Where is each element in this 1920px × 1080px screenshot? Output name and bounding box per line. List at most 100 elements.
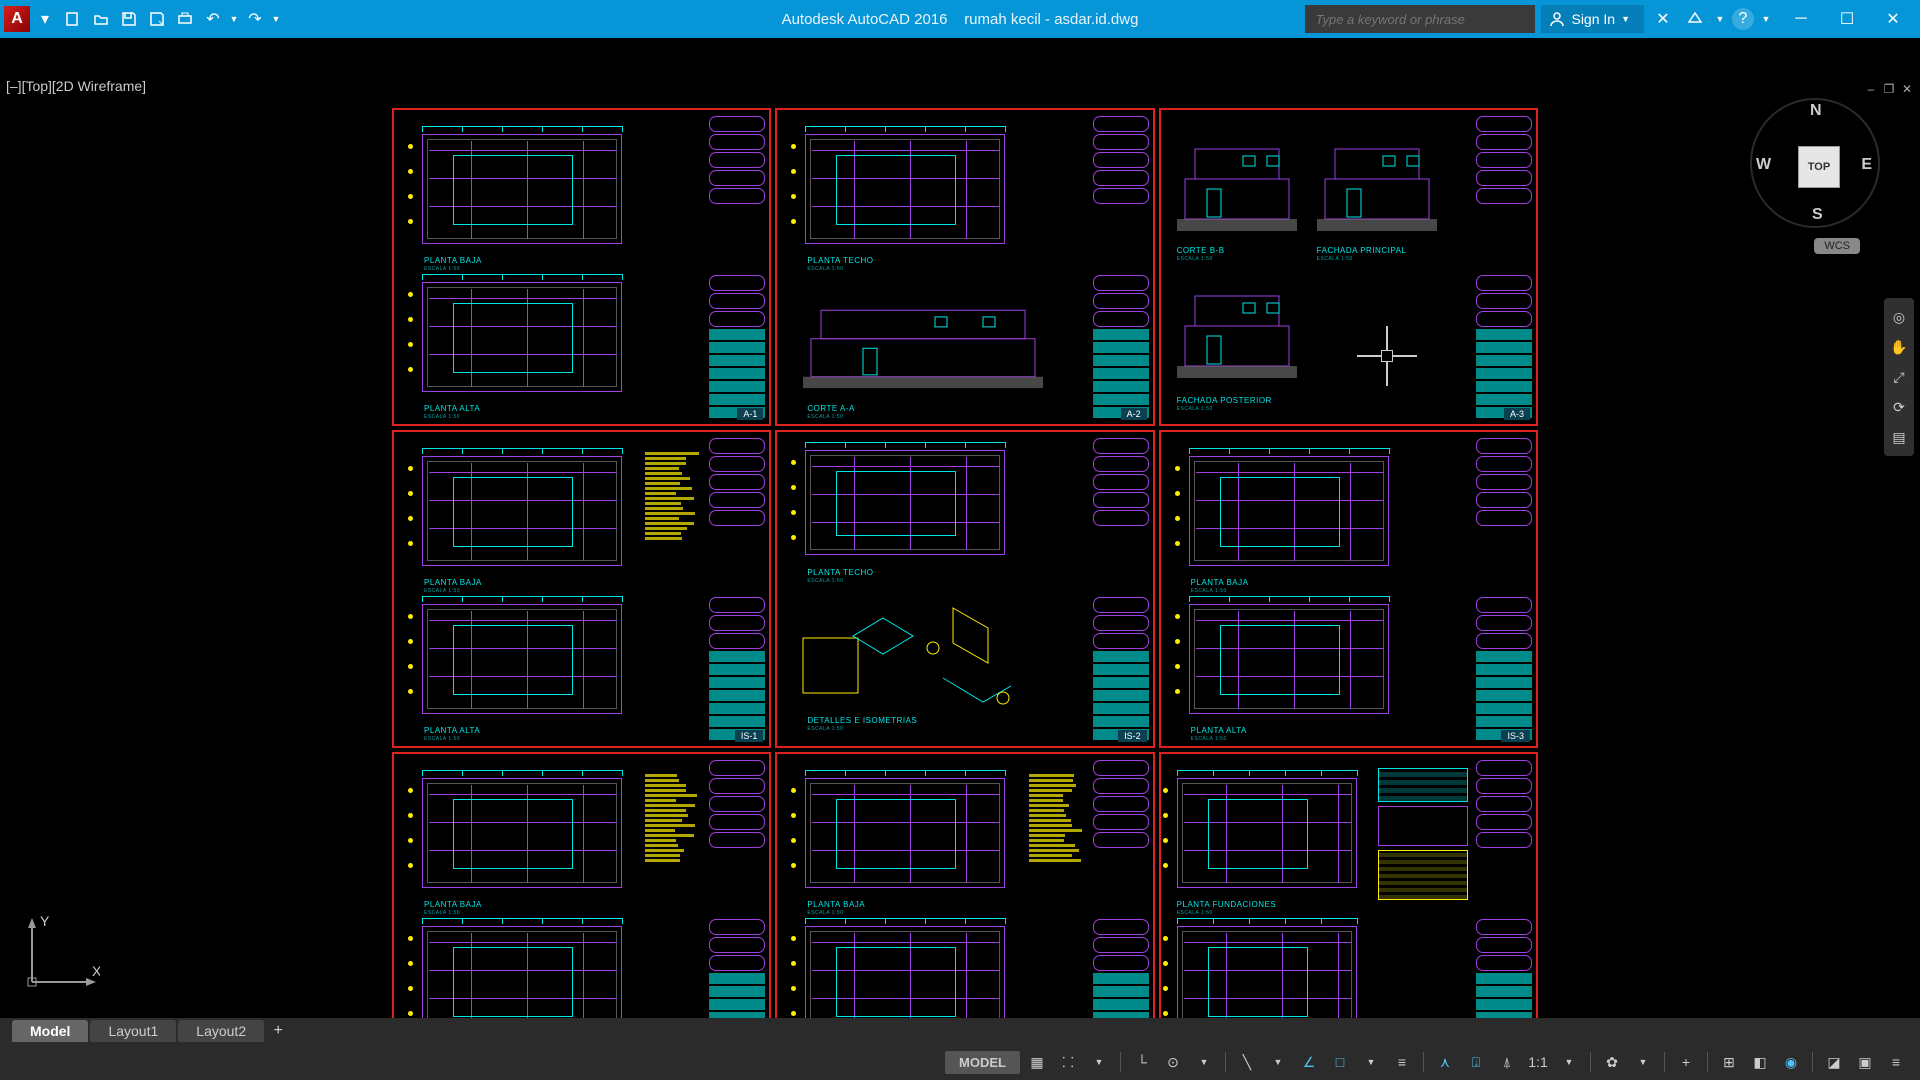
drawing-title: PLANTA TECHO bbox=[807, 256, 873, 265]
customize-icon[interactable]: ≡ bbox=[1882, 1048, 1910, 1076]
status-bar: MODEL ▦ ⸬ ▼ └ ⊙ ▼ ╲ ▼ ∠ □ ▼ ≡ ⋏ ⍗ ⍋ 1:1 … bbox=[0, 1044, 1920, 1080]
isolate-icon[interactable]: ◪ bbox=[1820, 1048, 1848, 1076]
sheet-titleblock bbox=[1093, 438, 1149, 740]
viewcube[interactable]: N S E W TOP bbox=[1750, 98, 1880, 228]
tab-add-button[interactable]: + bbox=[266, 1022, 290, 1040]
autodesk360-icon[interactable] bbox=[1682, 6, 1708, 32]
viewcube-north[interactable]: N bbox=[1810, 102, 1822, 120]
new-icon[interactable] bbox=[60, 6, 86, 32]
annotation-scale-icon[interactable]: ⍋ bbox=[1493, 1048, 1521, 1076]
status-model-button[interactable]: MODEL bbox=[945, 1051, 1020, 1074]
polar-icon[interactable]: ⊙ bbox=[1159, 1048, 1187, 1076]
sheet-titleblock bbox=[1476, 116, 1532, 418]
ortho-icon[interactable]: └ bbox=[1128, 1048, 1156, 1076]
vp-close-icon[interactable]: ✕ bbox=[1900, 82, 1914, 96]
drawing-title: PLANTA BAJA bbox=[424, 256, 482, 265]
cleanscreen-icon[interactable]: ▣ bbox=[1851, 1048, 1879, 1076]
search-input[interactable] bbox=[1305, 5, 1535, 33]
sheet-number: IS-3 bbox=[1501, 730, 1530, 742]
viewcube-east[interactable]: E bbox=[1861, 156, 1872, 174]
close-button[interactable]: ✕ bbox=[1870, 0, 1916, 38]
pan-icon[interactable]: ✋ bbox=[1884, 332, 1914, 362]
exchange-icon[interactable]: ✕ bbox=[1650, 6, 1676, 32]
open-icon[interactable] bbox=[88, 6, 114, 32]
sheet-number: A-2 bbox=[1121, 408, 1147, 420]
annotation-visibility-icon[interactable]: ⋏ bbox=[1431, 1048, 1459, 1076]
sheet-titleblock bbox=[709, 760, 765, 1062]
drawing-title: PLANTA BAJA bbox=[1191, 578, 1249, 587]
undo-dropdown[interactable]: ▼ bbox=[228, 6, 240, 32]
maximize-button[interactable]: ☐ bbox=[1824, 0, 1870, 38]
snap-icon[interactable]: ⸬ bbox=[1054, 1048, 1082, 1076]
viewcube-south[interactable]: S bbox=[1812, 206, 1823, 224]
drawing-title: PLANTA FUNDACIONES bbox=[1177, 900, 1277, 909]
otrack-icon[interactable]: □ bbox=[1326, 1048, 1354, 1076]
osnap-icon[interactable]: ∠ bbox=[1295, 1048, 1323, 1076]
drawing-sheet: PLANTA BAJAESCALA 1:50PLANTA ALTAESCALA … bbox=[1159, 430, 1538, 748]
layout-tabs: Model Layout1 Layout2 + bbox=[0, 1018, 1920, 1044]
workspace-dropdown[interactable]: ▼ bbox=[1629, 1048, 1657, 1076]
tab-model[interactable]: Model bbox=[12, 1020, 88, 1042]
menu-dropdown[interactable]: ▾ bbox=[32, 6, 58, 32]
scale-label[interactable]: 1:1 bbox=[1524, 1048, 1552, 1076]
drawing-title: PLANTA BAJA bbox=[424, 900, 482, 909]
app-logo[interactable]: A bbox=[4, 6, 30, 32]
steering-wheel-icon[interactable]: ◎ bbox=[1884, 302, 1914, 332]
grid-icon[interactable]: ▦ bbox=[1023, 1048, 1051, 1076]
plot-icon[interactable] bbox=[172, 6, 198, 32]
signin-button[interactable]: Sign In ▼ bbox=[1541, 5, 1644, 33]
stayconnected-dropdown[interactable]: ▼ bbox=[1714, 6, 1726, 32]
undo-icon[interactable]: ↶ bbox=[200, 6, 226, 32]
autoscale-icon[interactable]: ⍗ bbox=[1462, 1048, 1490, 1076]
sheet-titleblock bbox=[1476, 760, 1532, 1062]
wcs-badge[interactable]: WCS bbox=[1814, 238, 1860, 254]
lineweight-icon[interactable]: ≡ bbox=[1388, 1048, 1416, 1076]
isodraft-icon[interactable]: ╲ bbox=[1233, 1048, 1261, 1076]
drawing-title: PLANTA ALTA bbox=[424, 726, 480, 735]
sheet-titleblock bbox=[1476, 438, 1532, 740]
drawing-sheet: PLANTA BAJAESCALA 1:50PLANTA ALTAESCALA … bbox=[392, 430, 771, 748]
orbit-icon[interactable]: ⟳ bbox=[1884, 392, 1914, 422]
drawing-title: PLANTA BAJA bbox=[807, 900, 865, 909]
osnap-dropdown[interactable]: ▼ bbox=[1357, 1048, 1385, 1076]
snap-dropdown[interactable]: ▼ bbox=[1085, 1048, 1113, 1076]
vp-maximize-icon[interactable]: ❐ bbox=[1882, 82, 1896, 96]
viewport-controls: – ❐ ✕ bbox=[1864, 82, 1914, 96]
zoom-extents-icon[interactable]: ⤢ bbox=[1884, 362, 1914, 392]
tab-layout1[interactable]: Layout1 bbox=[90, 1020, 176, 1042]
drawing-title: DETALLES E ISOMETRIAS bbox=[807, 716, 917, 725]
viewcube-top-face[interactable]: TOP bbox=[1798, 146, 1840, 188]
units-icon[interactable]: ⊞ bbox=[1715, 1048, 1743, 1076]
viewport-label[interactable]: [–][Top][2D Wireframe] bbox=[6, 78, 146, 94]
drawing-title: PLANTA ALTA bbox=[424, 404, 480, 413]
title-bar: A ▾ ↶ ▼ ↷ ▼ Autodesk AutoCAD 2016 rumah … bbox=[0, 0, 1920, 38]
redo-icon[interactable]: ↷ bbox=[242, 6, 268, 32]
drawing-title: CORTE A-A bbox=[807, 404, 854, 413]
polar-dropdown[interactable]: ▼ bbox=[1190, 1048, 1218, 1076]
saveas-icon[interactable] bbox=[144, 6, 170, 32]
drawing-title: PLANTA TECHO bbox=[807, 568, 873, 577]
hardware-accel-icon[interactable]: ◉ bbox=[1777, 1048, 1805, 1076]
drawing-canvas[interactable]: [–][Top][2D Wireframe] – ❐ ✕ N S E W TOP… bbox=[0, 38, 1920, 1044]
help-icon[interactable]: ? bbox=[1732, 8, 1754, 30]
drawing-sheet: PLANTA BAJAESCALA 1:50PLANTA ALTAESCALA … bbox=[392, 108, 771, 426]
annotation-monitor-icon[interactable]: + bbox=[1672, 1048, 1700, 1076]
scale-dropdown[interactable]: ▼ bbox=[1555, 1048, 1583, 1076]
sheet-number: A-3 bbox=[1504, 408, 1530, 420]
quickproperties-icon[interactable]: ◧ bbox=[1746, 1048, 1774, 1076]
help-dropdown[interactable]: ▼ bbox=[1760, 6, 1772, 32]
sheet-number: IS-1 bbox=[735, 730, 764, 742]
workspace-icon[interactable]: ✿ bbox=[1598, 1048, 1626, 1076]
redo-dropdown[interactable]: ▼ bbox=[270, 6, 282, 32]
showmotion-icon[interactable]: ▤ bbox=[1884, 422, 1914, 452]
isodraft-dropdown[interactable]: ▼ bbox=[1264, 1048, 1292, 1076]
viewcube-west[interactable]: W bbox=[1756, 156, 1771, 174]
vp-minimize-icon[interactable]: – bbox=[1864, 82, 1878, 96]
ucs-icon: Y X bbox=[20, 914, 100, 994]
drawing-sheet: PLANTA TECHOESCALA 1:50CORTE A-AESCALA 1… bbox=[775, 108, 1154, 426]
tab-layout2[interactable]: Layout2 bbox=[178, 1020, 264, 1042]
ucs-x-label: X bbox=[92, 963, 100, 979]
save-icon[interactable] bbox=[116, 6, 142, 32]
drawing-sheets-grid: PLANTA BAJAESCALA 1:50PLANTA ALTAESCALA … bbox=[392, 108, 1538, 1070]
minimize-button[interactable]: ─ bbox=[1778, 0, 1824, 38]
